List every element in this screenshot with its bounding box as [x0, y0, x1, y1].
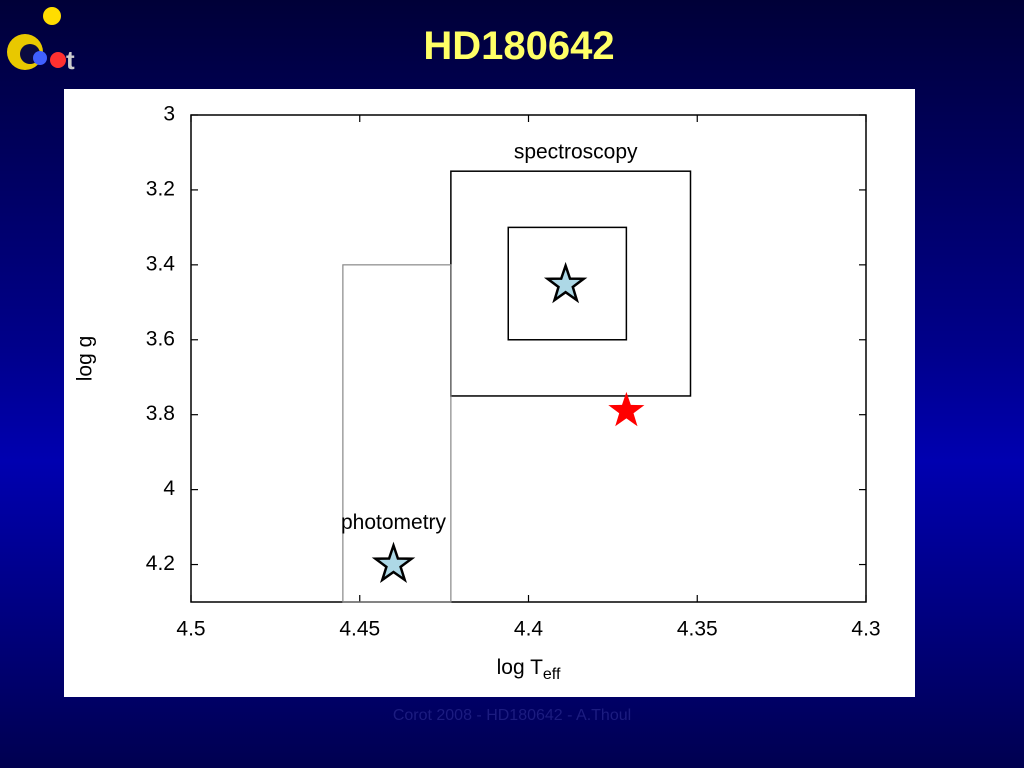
star-point	[371, 541, 416, 584]
slide-title: HD180642	[423, 24, 615, 68]
y-axis-label: log g	[74, 336, 97, 382]
region-label: spectroscopy	[514, 141, 638, 164]
y-tick-label: 4.2	[146, 552, 175, 575]
x-axis-label-main: log T	[497, 656, 543, 679]
chart: 4.5 4.45 4.4 4.35 4.3 3 3.2 3.4 3.6 3.8 4 4.2 log Te…	[74, 103, 881, 684]
plot-frame	[190, 114, 867, 603]
x-tick-label: 4.35	[677, 618, 718, 641]
star-point	[543, 261, 588, 304]
region-box	[507, 226, 628, 341]
star-point	[608, 391, 645, 427]
y-tick-label: 3	[163, 103, 175, 126]
footer: Corot 2008 - HD180642 - A.Thoul	[392, 707, 632, 724]
svg-text:t: t	[66, 45, 75, 75]
y-tick-label: 3.6	[146, 327, 175, 350]
x-axis-label: log Teff	[497, 656, 561, 684]
chart-panel: 4.5 4.45 4.4 4.35 4.3 3 3.2 3.4 3.6 3.8 4 4.2 log Te…	[64, 89, 915, 697]
logo: t	[7, 7, 75, 75]
x-tick-label: 4.3	[851, 618, 880, 641]
y-tick-label: 4	[163, 477, 175, 500]
x-tick-label: 4.4	[514, 618, 544, 641]
x-tick-label: 4.45	[339, 618, 380, 641]
point-label: photometry	[341, 511, 447, 534]
y-tick-label: 3.2	[146, 177, 175, 200]
y-tick-label: 3.4	[146, 252, 176, 275]
y-tick-label: 3.8	[146, 402, 175, 425]
x-tick-label: 4.5	[176, 618, 205, 641]
x-axis-label-sub: eff	[543, 666, 561, 683]
region-box	[342, 264, 452, 603]
